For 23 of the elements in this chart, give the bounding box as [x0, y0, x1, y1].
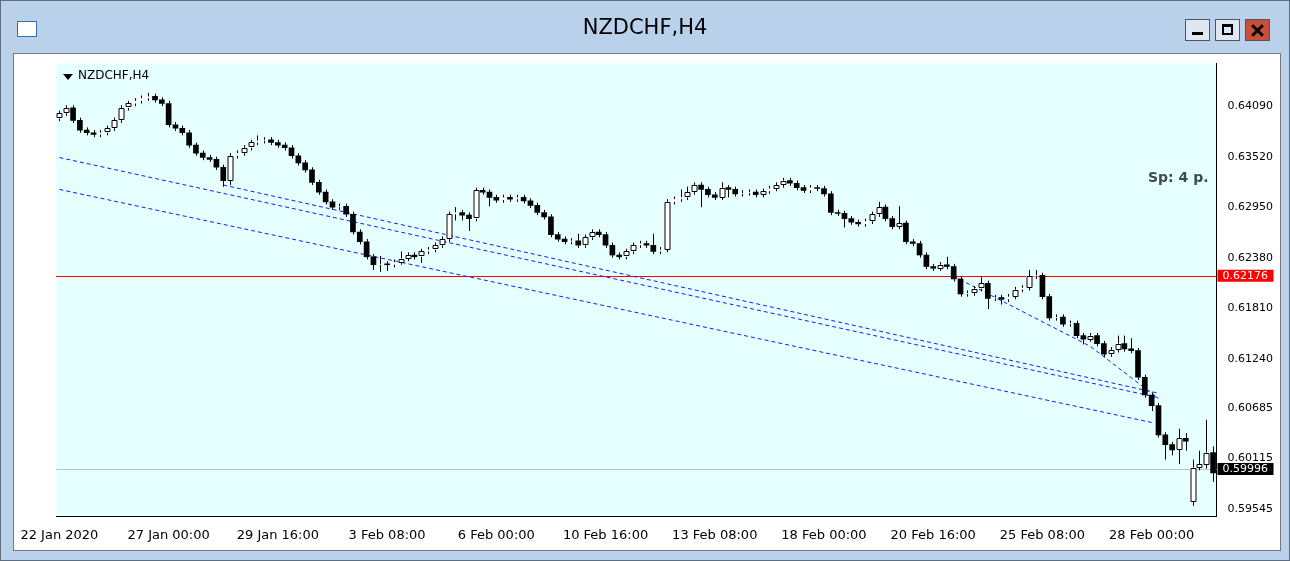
x-tick-label: 6 Feb 00:00: [457, 526, 535, 542]
x-tick-label: 3 Feb 08:00: [348, 526, 426, 542]
x-tick-label: 20 Feb 16:00: [890, 526, 976, 542]
x-tick-label: 27 Jan 00:00: [127, 526, 210, 542]
y-tick-label: 0.63520: [1227, 149, 1274, 163]
x-tick-label: 22 Jan 2020: [20, 526, 99, 542]
chart-title: NZDCHF,H4: [581, 15, 709, 39]
y-tick-label: 0.62380: [1227, 250, 1274, 264]
y-tick-label: 0.61240: [1227, 351, 1274, 365]
y-tick-label: 0.61810: [1227, 301, 1274, 315]
y-tick-label: 0.60685: [1227, 400, 1274, 414]
y-tick-label: 0.64090: [1227, 98, 1274, 112]
y-tick-label: 0.62950: [1227, 200, 1274, 214]
x-tick-label: 29 Jan 16:00: [236, 526, 320, 542]
x-tick-label: 18 Feb 00:00: [781, 526, 867, 542]
x-tick-label: 10 Feb 16:00: [562, 526, 649, 542]
annotation: Sp: 4 p.: [1147, 169, 1209, 186]
x-tick-label: 13 Feb 08:00: [672, 526, 758, 542]
annotation: NZDCHF,H4: [78, 67, 150, 82]
x-tick-label: 28 Feb 00:00: [1109, 526, 1195, 542]
ref-line-label: 0.62176: [1222, 268, 1269, 282]
x-tick-label: 25 Feb 08:00: [999, 526, 1086, 542]
y-tick-label: 0.59545: [1227, 501, 1274, 515]
